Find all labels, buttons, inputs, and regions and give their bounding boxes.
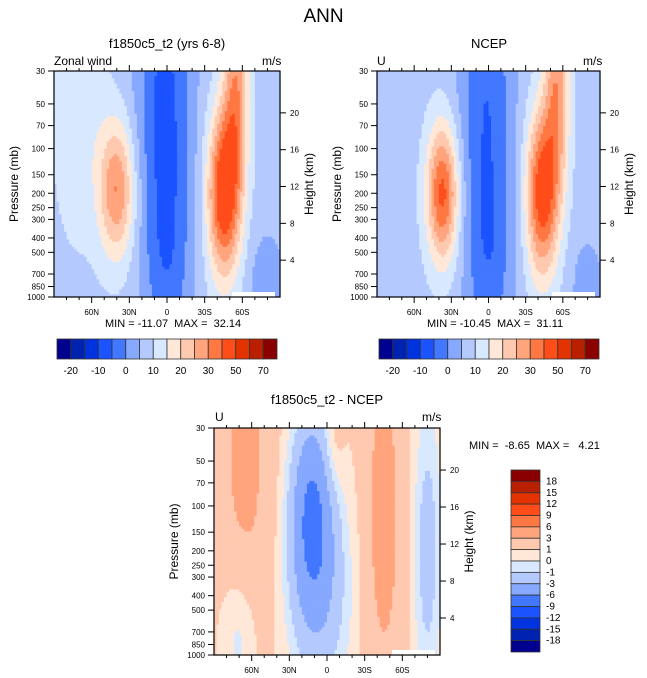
contour-field-model bbox=[54, 71, 281, 298]
figure-canvas: 3050701001502002503004005007008501000481… bbox=[0, 0, 647, 678]
